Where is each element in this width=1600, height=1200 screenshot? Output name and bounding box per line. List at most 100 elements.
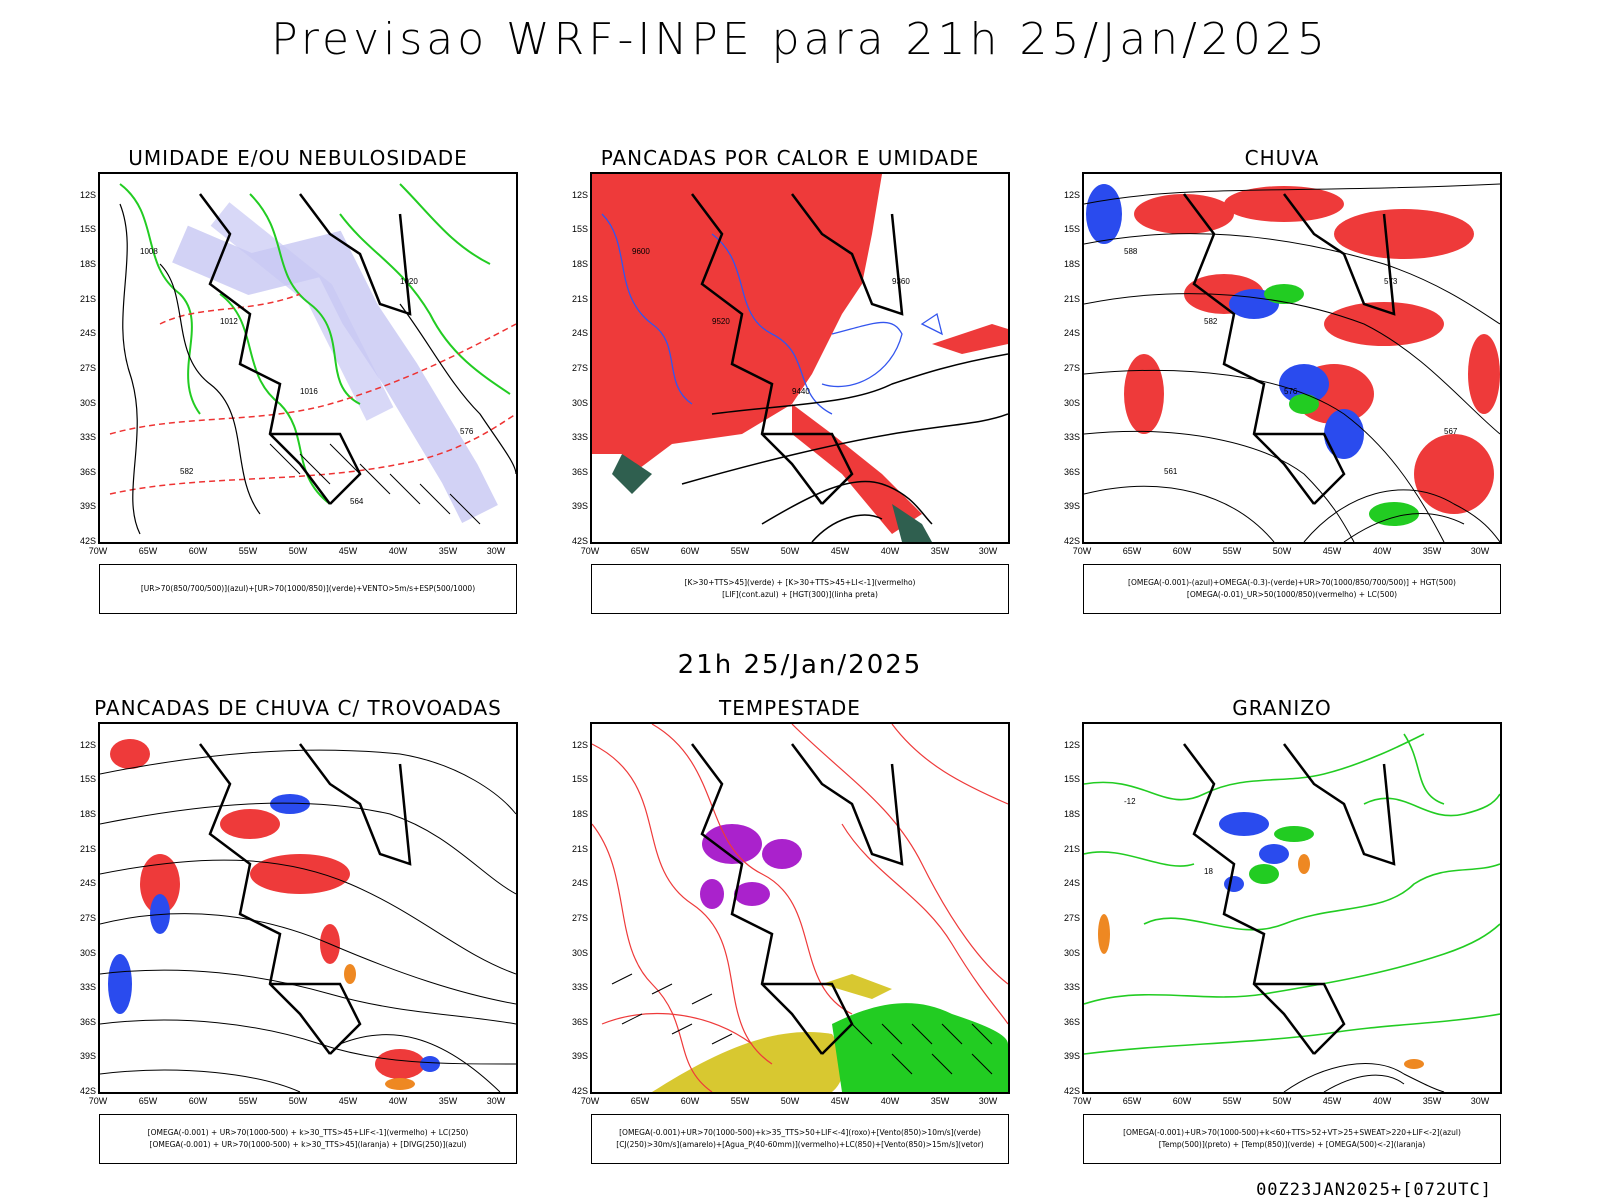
lat-label: 42S	[1063, 1086, 1080, 1096]
map-canvas	[592, 724, 1008, 1092]
lon-label: 35W	[930, 546, 950, 556]
legend: [OMEGA(-0.001)-(azul)+OMEGA(-0.3)-(verde…	[1083, 564, 1501, 614]
lat-label: 24S	[1063, 328, 1080, 338]
contour-label: 561	[1164, 467, 1178, 476]
lat-label: 30S	[1063, 398, 1080, 408]
legend-line: [OMEGA(-0.01)_UR>50(1000/850)(vermelho) …	[1186, 590, 1398, 599]
lat-label: 30S	[1063, 948, 1080, 958]
lon-label: 70W	[88, 546, 108, 556]
contour-label: 1008	[140, 247, 158, 256]
legend-line: [OMEGA(-0.001) + UR>70(1000-500) + k>30_…	[149, 1140, 467, 1149]
lon-label: 65W	[138, 546, 158, 556]
lat-label: 12S	[1063, 190, 1080, 200]
lon-label: 35W	[930, 1096, 950, 1106]
lat-label: 36S	[571, 467, 588, 477]
legend: [UR>70(850/700/500)](azul)+[UR>70(1000/8…	[99, 564, 517, 614]
main-title: Previsao WRF-INPE para 21h 25/Jan/2025	[271, 14, 1329, 65]
lon-label: 45W	[1322, 1096, 1342, 1106]
panel-pancadas-trovoadas: PANCADAS DE CHUVA C/ TROVOADAS	[78, 696, 518, 1196]
legend-line: [OMEGA(-0.001)+UR>70(1000-500)+k<60+TTS>…	[1123, 1128, 1461, 1137]
panel-granizo: GRANIZO	[1062, 696, 1502, 1196]
lat-label: 30S	[571, 948, 588, 958]
lat-label: 18S	[79, 809, 96, 819]
legend-line: [OMEGA(-0.001)-(azul)+OMEGA(-0.3)-(verde…	[1128, 578, 1456, 587]
legend-line: [OMEGA(-0.001) + UR>70(1000-500) + k>30_…	[147, 1128, 469, 1137]
lat-label: 42S	[79, 1086, 96, 1096]
run-timestamp: 00Z23JAN2025+[072UTC]	[1256, 1180, 1492, 1200]
lon-label: 40W	[388, 1096, 408, 1106]
lat-label: 15S	[79, 774, 96, 784]
legend-line: [UR>70(850/700/500)](azul)+[UR>70(1000/8…	[140, 584, 476, 593]
lon-label: 70W	[88, 1096, 108, 1106]
lat-label: 39S	[571, 501, 588, 511]
lon-label: 60W	[188, 546, 208, 556]
lat-label: 15S	[571, 224, 588, 234]
legend-line: [LIF](cont.azul) + [HGT(300)](linha pret…	[722, 590, 878, 599]
lat-label: 24S	[571, 878, 588, 888]
lon-label: 55W	[238, 546, 258, 556]
lon-label: 45W	[830, 546, 850, 556]
contour-label: 567	[1444, 427, 1458, 436]
panel-tempestade: TEMPESTADE	[570, 696, 1010, 1196]
map-tempestade	[590, 722, 1010, 1094]
lon-label: 50W	[780, 1096, 800, 1106]
lon-label: 45W	[830, 1096, 850, 1106]
lat-label: 39S	[1063, 501, 1080, 511]
lon-label: 70W	[580, 546, 600, 556]
lon-label: 35W	[1422, 546, 1442, 556]
lat-label: 42S	[79, 536, 96, 546]
lon-label: 45W	[338, 546, 358, 556]
lat-label: 15S	[1063, 774, 1080, 784]
lat-label: 21S	[1063, 844, 1080, 854]
lon-label: 30W	[1470, 1096, 1490, 1106]
lat-label: 33S	[571, 982, 588, 992]
lat-label: 36S	[571, 1017, 588, 1027]
lat-label: 18S	[571, 259, 588, 269]
lon-label: 60W	[680, 1096, 700, 1106]
lat-label: 27S	[571, 913, 588, 923]
contour-label: 564	[350, 497, 364, 506]
lat-label: 15S	[79, 224, 96, 234]
map-canvas: 9600 9520 9440 9360	[592, 174, 1008, 542]
lon-label: 60W	[680, 546, 700, 556]
lon-label: 50W	[1272, 546, 1292, 556]
lat-label: 39S	[79, 501, 96, 511]
map-canvas: 1008 1012 1016 1020 576 582 564	[109, 183, 516, 535]
map-canvas: -12 18	[1084, 733, 1500, 1092]
lon-label: 65W	[1122, 1096, 1142, 1106]
lat-label: 39S	[1063, 1051, 1080, 1061]
panel-title: CHUVA	[1244, 146, 1320, 170]
lat-label: 36S	[1063, 467, 1080, 477]
lat-label: 27S	[79, 363, 96, 373]
panel-title: TEMPESTADE	[719, 696, 861, 720]
lat-label: 21S	[79, 294, 96, 304]
contour-label: 582	[180, 467, 194, 476]
lon-label: 30W	[978, 1096, 998, 1106]
lon-label: 30W	[978, 546, 998, 556]
lon-label: 60W	[1172, 546, 1192, 556]
lon-label: 65W	[138, 1096, 158, 1106]
lon-label: 55W	[730, 1096, 750, 1106]
lat-label: 24S	[571, 328, 588, 338]
map-canvas	[100, 739, 516, 1092]
lon-label: 50W	[780, 546, 800, 556]
panel-title: PANCADAS DE CHUVA C/ TROVOADAS	[94, 696, 502, 720]
panel-title: GRANIZO	[1232, 696, 1332, 720]
lon-label: 35W	[438, 546, 458, 556]
lon-label: 40W	[880, 546, 900, 556]
lat-label: 12S	[571, 190, 588, 200]
lon-label: 35W	[438, 1096, 458, 1106]
lat-label: 24S	[79, 878, 96, 888]
lon-label: 30W	[486, 1096, 506, 1106]
lat-label: 42S	[571, 1086, 588, 1096]
lon-label: 30W	[1470, 546, 1490, 556]
lat-label: 18S	[1063, 259, 1080, 269]
contour-label: 18	[1204, 867, 1213, 876]
lon-label: 40W	[1372, 546, 1392, 556]
contour-label: 573	[1384, 277, 1398, 286]
lat-label: 30S	[79, 398, 96, 408]
lat-label: 12S	[571, 740, 588, 750]
lat-label: 42S	[571, 536, 588, 546]
lon-label: 65W	[630, 1096, 650, 1106]
lat-label: 12S	[79, 740, 96, 750]
